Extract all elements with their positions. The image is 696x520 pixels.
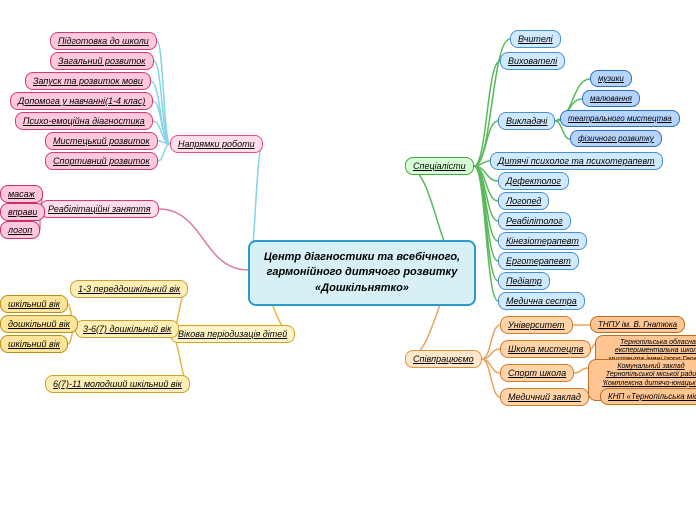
mindmap-node: 6(7)-11 молодший шкільний вік	[45, 375, 190, 393]
mindmap-node: Спеціалісти	[405, 157, 474, 175]
mindmap-node: логоп	[0, 221, 40, 239]
mindmap-node: Реабілітаційні заняття	[40, 200, 159, 218]
mindmap-node: Вікова періодизація дітей	[170, 325, 295, 343]
mindmap-node: Реабілітолог	[498, 212, 571, 230]
mindmap-node: Логопед	[498, 192, 549, 210]
mindmap-node: Допомога у навчанні(1-4 клас)	[10, 92, 153, 110]
mindmap-node: масаж	[0, 185, 43, 203]
mindmap-node: малювання	[582, 90, 640, 107]
mindmap-node: КНП «Тернопільська міська дитяча комун.»	[600, 388, 696, 405]
mindmap-node: 3-6(7) дошкільний вік	[75, 320, 179, 338]
mindmap-node: 1-3 переддошкільний вік	[70, 280, 188, 298]
mindmap-node: дошкільний вік	[0, 315, 78, 333]
mindmap-node: Медична сестра	[498, 292, 585, 310]
mindmap-node: фізичного розвитку	[570, 130, 662, 147]
mindmap-node: Медичний заклад	[500, 388, 589, 406]
mindmap-node: Педіатр	[498, 272, 550, 290]
mindmap-node: Психо-емоційна діагностика	[15, 112, 153, 130]
mindmap-node: Спортивний розвиток	[45, 152, 158, 170]
mindmap-node: Співпрацюємо	[405, 350, 482, 368]
mindmap-node: вправи	[0, 203, 45, 221]
mindmap-node: Викладачі	[498, 112, 555, 130]
mindmap-node: Дефектолог	[498, 172, 569, 190]
mindmap-node: Дитячі психолог та психотерапевт	[490, 152, 663, 170]
mindmap-node: шкільний вік	[0, 295, 68, 313]
mindmap-node: Підготовка до школи	[50, 32, 157, 50]
mindmap-node: Кінезіотерапевт	[498, 232, 587, 250]
mindmap-node: Університет	[500, 316, 573, 334]
mindmap-node: музики	[590, 70, 632, 87]
central-node: Центр діагностики та всебічного, гармоні…	[248, 240, 476, 306]
mindmap-node: Школа мистецтв	[500, 340, 591, 358]
mindmap-node: Вчителі	[510, 30, 561, 48]
mindmap-node: Вихователі	[500, 52, 565, 70]
mindmap-node: Ерготерапевт	[498, 252, 579, 270]
mindmap-node: Загальний розвиток	[50, 52, 154, 70]
mindmap-node: Запуск та розвиток мови	[25, 72, 151, 90]
mindmap-node: Спорт школа	[500, 364, 574, 382]
mindmap-node: Мистецький розвиток	[45, 132, 158, 150]
mindmap-node: ТНПУ ім. В. Гнатюка	[590, 316, 685, 333]
mindmap-node: театрального мистецтва	[560, 110, 680, 127]
mindmap-node: шкільний вік	[0, 335, 68, 353]
mindmap-node: Напрямки роботи	[170, 135, 263, 153]
